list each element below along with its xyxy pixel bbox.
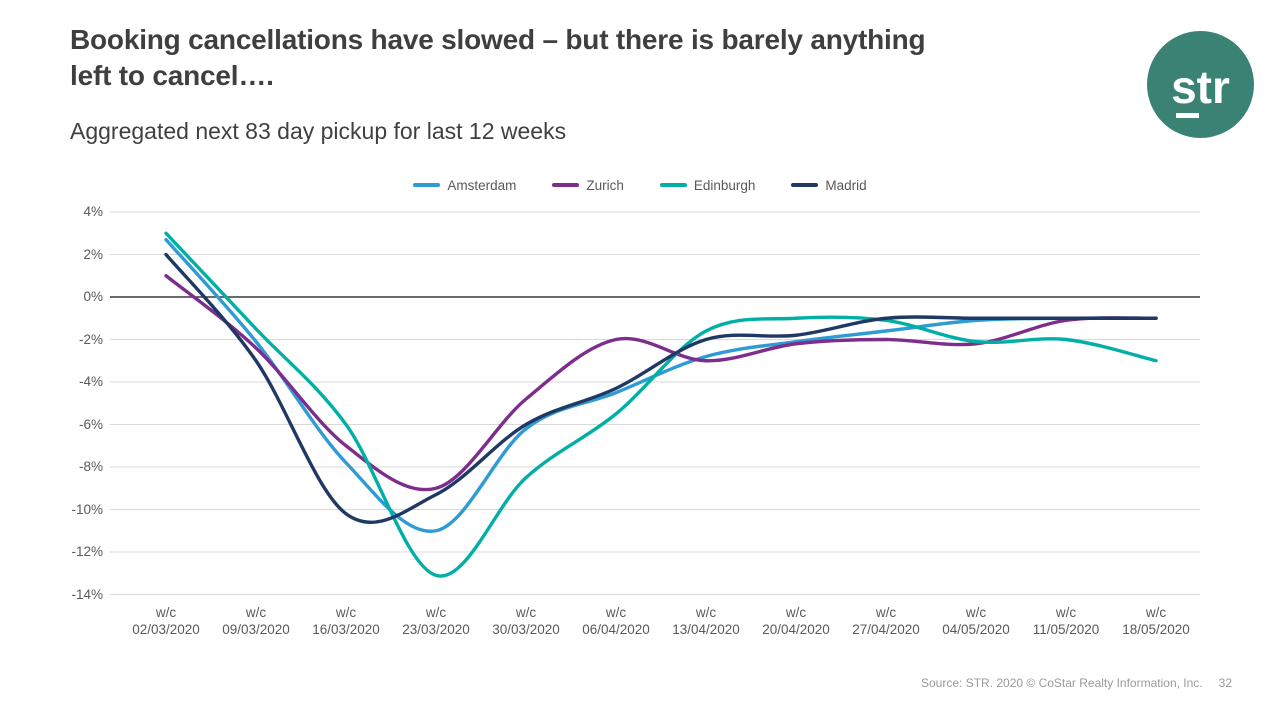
legend-swatch-madrid <box>791 183 819 187</box>
x-axis-tick-label: w/c 09/03/2020 <box>201 604 311 638</box>
slide-subtitle: Aggregated next 83 day pickup for last 1… <box>70 118 567 144</box>
x-axis-tick-label: w/c 06/04/2020 <box>561 604 671 638</box>
y-axis-tick-label: -8% <box>78 459 103 474</box>
x-axis-tick-label: w/c 20/04/2020 <box>741 604 851 638</box>
legend-swatch-zurich <box>552 183 580 187</box>
slide-title-line1: Booking cancellations have slowed – but … <box>70 24 926 55</box>
x-tick-prefix: w/c <box>335 605 357 620</box>
x-tick-date: 18/05/2020 <box>1122 622 1190 637</box>
x-tick-date: 13/04/2020 <box>672 622 740 637</box>
x-tick-prefix: w/c <box>515 605 537 620</box>
legend-label: Madrid <box>825 177 867 193</box>
legend-swatch-amsterdam <box>413 183 441 187</box>
legend-label: Amsterdam <box>447 177 517 193</box>
x-tick-prefix: w/c <box>1145 605 1167 620</box>
x-tick-date: 02/03/2020 <box>132 622 200 637</box>
series-line-madrid <box>164 252 1158 525</box>
page-number: 32 <box>1218 676 1232 690</box>
y-axis-tick-label: 2% <box>83 246 103 262</box>
y-axis-tick-label: -12% <box>71 544 103 559</box>
y-axis-tick-label: -10% <box>71 501 103 517</box>
x-tick-date: 09/03/2020 <box>222 622 290 637</box>
legend-item-edinburgh: Edinburgh <box>659 177 756 193</box>
series-line-amsterdam <box>164 237 1158 533</box>
x-tick-prefix: w/c <box>605 605 627 620</box>
x-axis-tick-label: w/c 16/03/2020 <box>291 604 401 638</box>
legend-label: Zurich <box>586 177 624 193</box>
x-tick-date: 30/03/2020 <box>492 622 560 637</box>
x-tick-prefix: w/c <box>1055 605 1077 620</box>
x-axis-tick-label: w/c 23/03/2020 <box>381 604 491 638</box>
legend-item-madrid: Madrid <box>791 177 867 193</box>
x-axis-tick-label: w/c 04/05/2020 <box>921 604 1031 638</box>
x-axis-tick-label: w/c 27/04/2020 <box>831 604 941 638</box>
x-tick-date: 06/04/2020 <box>582 622 650 637</box>
str-logo-text: str <box>1171 61 1230 113</box>
x-axis-tick-label: w/c 13/04/2020 <box>651 604 761 638</box>
x-tick-prefix: w/c <box>155 605 177 620</box>
legend-label: Edinburgh <box>693 177 756 193</box>
x-tick-prefix: w/c <box>965 605 987 620</box>
x-axis-tick-label: w/c 18/05/2020 <box>1101 604 1211 638</box>
chart-legend: Amsterdam Zurich Edinburgh Madrid <box>0 176 1280 194</box>
slide-footer: Source: STR. 2020 © CoStar Realty Inform… <box>921 676 1232 690</box>
legend-item-amsterdam: Amsterdam <box>413 178 516 193</box>
legend-item-zurich: Zurich <box>552 178 624 193</box>
y-axis-tick-label: -14% <box>71 586 103 602</box>
x-tick-date: 11/05/2020 <box>1032 622 1100 637</box>
source-text: Source: STR. 2020 © CoStar Realty Inform… <box>921 676 1203 690</box>
x-tick-prefix: w/c <box>875 605 897 620</box>
x-axis-tick-label: w/c 11/05/2020 <box>1011 604 1121 638</box>
x-tick-date: 04/05/2020 <box>942 622 1010 637</box>
x-tick-date: 20/04/2020 <box>762 622 830 637</box>
x-tick-prefix: w/c <box>785 605 807 620</box>
legend-swatch-edinburgh <box>659 183 687 187</box>
series-line-edinburgh <box>164 231 1158 578</box>
y-axis-tick-label: -6% <box>78 416 103 432</box>
x-tick-prefix: w/c <box>425 605 447 620</box>
str-logo-underline <box>1176 113 1199 118</box>
x-tick-date: 23/03/2020 <box>402 622 470 637</box>
x-tick-date: 27/04/2020 <box>852 622 920 637</box>
y-axis-tick-label: -2% <box>78 331 103 347</box>
x-axis-tick-label: w/c 30/03/2020 <box>471 604 581 638</box>
y-axis-tick-label: 4% <box>83 204 103 219</box>
x-tick-prefix: w/c <box>695 605 717 620</box>
x-tick-date: 16/03/2020 <box>312 622 380 637</box>
y-axis-tick-label: -4% <box>78 374 103 389</box>
str-logo: str <box>1147 31 1254 138</box>
series-line-zurich <box>164 274 1158 492</box>
slide-title: Booking cancellations have slowed – but … <box>70 22 1110 95</box>
y-axis-tick-label: 0% <box>83 289 103 304</box>
x-tick-prefix: w/c <box>245 605 267 620</box>
slide-title-line2: left to cancel…. <box>70 60 274 92</box>
x-axis-tick-label: w/c 02/03/2020 <box>111 604 221 638</box>
